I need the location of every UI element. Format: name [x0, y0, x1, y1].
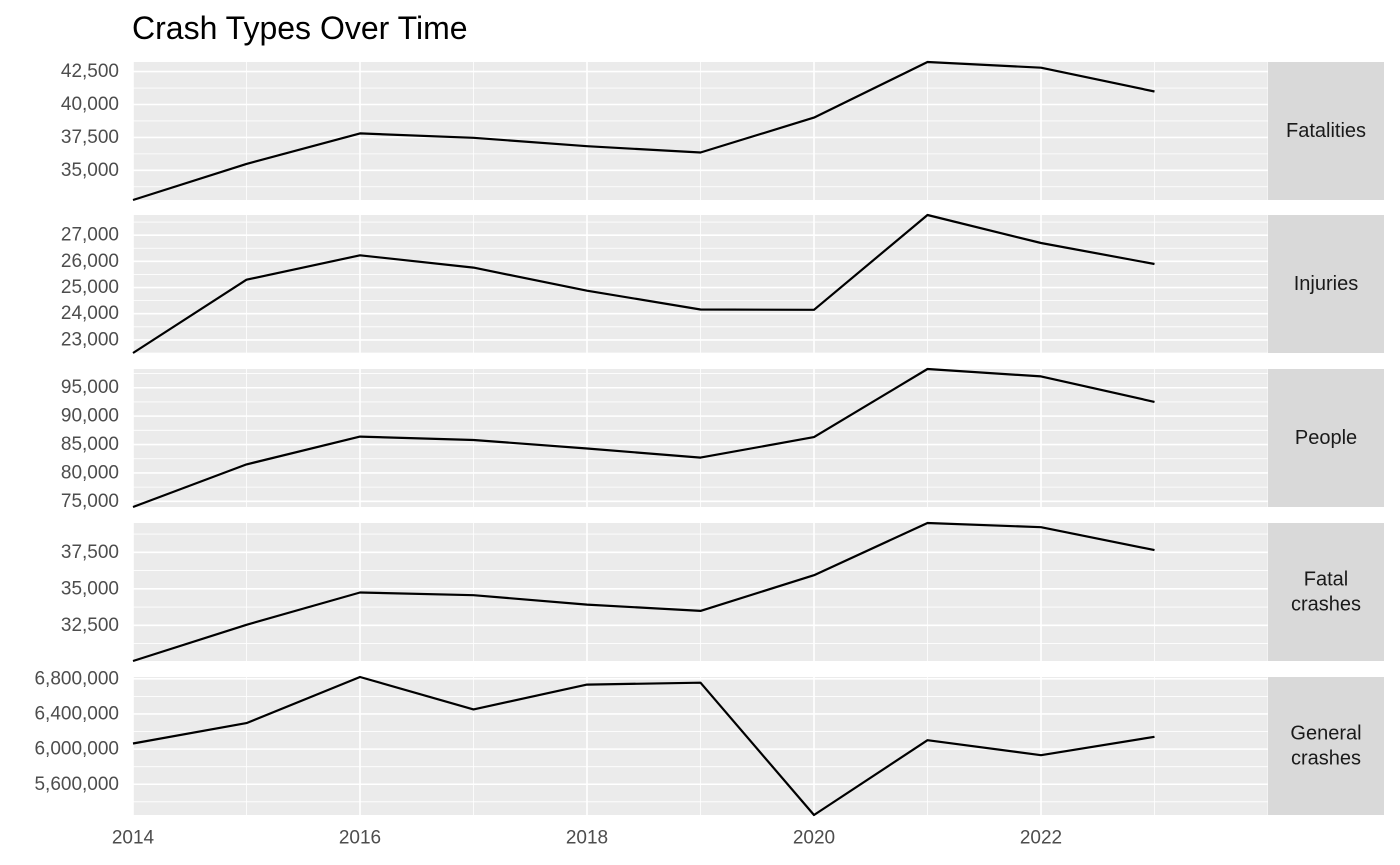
x-tick-label: 2020	[793, 828, 835, 849]
series-line	[132, 521, 1155, 663]
y-tick-label: 25,000	[61, 277, 119, 298]
facet-strip-label: Injuries	[1294, 273, 1358, 295]
facet-strip-label: crashes	[1291, 594, 1361, 616]
series-line	[132, 213, 1155, 354]
y-tick-label: 32,500	[61, 615, 119, 636]
y-tick-label: 35,000	[61, 160, 119, 181]
x-tick-label: 2014	[112, 828, 155, 849]
y-tick-label: 24,000	[61, 303, 119, 324]
x-axis: 2014 2016 2018 2020 2022	[112, 828, 1062, 849]
y-tick-label: 75,000	[61, 491, 119, 512]
facet-strip	[1268, 62, 1384, 200]
x-tick-label: 2022	[1020, 828, 1062, 849]
facet-panels: 35,000 37,500 40,000 42,500 Fatalities 23,000…	[34, 60, 1384, 817]
y-tick-label: 95,000	[61, 377, 119, 398]
y-tick-label: 90,000	[61, 406, 119, 427]
facet-strip	[1268, 677, 1384, 815]
y-tick-label: 27,000	[61, 225, 119, 246]
y-tick-label: 85,000	[61, 434, 119, 455]
series-line	[132, 675, 1155, 817]
y-tick-label: 37,500	[61, 127, 119, 148]
facet-strip-label: Fatalities	[1286, 120, 1366, 142]
x-tick-label: 2016	[339, 828, 381, 849]
x-tick-label: 2018	[566, 828, 608, 849]
facet-strip-label: People	[1295, 427, 1357, 449]
facet-panel: 5,600,000 6,000,000 6,400,000 6,800,000 Gene…	[34, 668, 1384, 817]
y-tick-label: 37,500	[61, 542, 119, 563]
facet-strip-label: Fatal	[1304, 569, 1348, 591]
y-tick-label: 5,600,000	[34, 774, 119, 795]
y-tick-label: 26,000	[61, 251, 119, 272]
y-tick-label: 23,000	[61, 329, 119, 350]
facet-panel: 35,000 37,500 40,000 42,500 Fatalities	[61, 60, 1384, 202]
y-tick-label: 6,800,000	[34, 668, 119, 689]
y-tick-label: 6,000,000	[34, 739, 119, 760]
facet-strip	[1268, 369, 1384, 507]
y-tick-label: 40,000	[61, 94, 119, 115]
y-tick-label: 35,000	[61, 578, 119, 599]
series-line	[132, 60, 1155, 202]
y-tick-label: 80,000	[61, 462, 119, 483]
facet-strip-label: General	[1290, 723, 1361, 745]
y-tick-label: 6,400,000	[34, 703, 119, 724]
chart-title: Crash Types Over Time	[132, 10, 468, 46]
facet-strip	[1268, 215, 1384, 353]
y-tick-label: 42,500	[61, 61, 119, 82]
series-line	[132, 367, 1155, 509]
facet-panel: 23,000 24,000 25,000 26,000 27,000 Injuries	[61, 213, 1384, 354]
facet-strip-label: crashes	[1291, 748, 1361, 770]
facet-panel: 75,000 80,000 85,000 90,000 95,000 People	[61, 367, 1384, 512]
facet-panel: 32,500 35,000 37,500 Fatal crashes	[61, 521, 1384, 663]
facet-strip	[1268, 523, 1384, 661]
